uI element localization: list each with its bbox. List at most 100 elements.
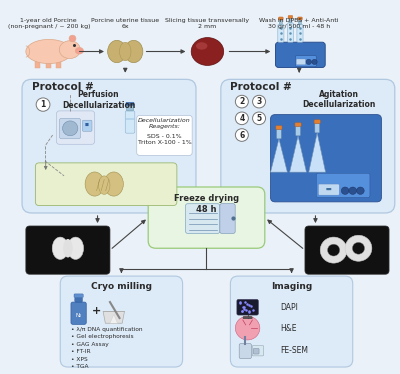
Text: Cryo milling: Cryo milling [91, 282, 152, 291]
Text: • GAG Assay: • GAG Assay [71, 342, 109, 347]
Text: Protocol #: Protocol # [230, 82, 292, 92]
Text: +: + [92, 306, 101, 316]
Text: 4: 4 [239, 114, 244, 123]
Text: Imaging: Imaging [271, 282, 312, 291]
Ellipse shape [196, 42, 208, 50]
Text: • FT-IR: • FT-IR [71, 349, 90, 354]
FancyBboxPatch shape [74, 294, 83, 298]
FancyBboxPatch shape [289, 18, 292, 23]
FancyBboxPatch shape [126, 102, 134, 105]
Circle shape [62, 121, 78, 136]
Text: 1-year old Porcine
(non-pregnant / ~ 200 kg): 1-year old Porcine (non-pregnant / ~ 200… [8, 18, 90, 29]
FancyBboxPatch shape [60, 118, 80, 139]
FancyBboxPatch shape [287, 23, 294, 42]
Circle shape [328, 244, 340, 256]
Polygon shape [103, 312, 124, 323]
Text: H&E: H&E [280, 324, 296, 332]
Ellipse shape [108, 40, 126, 62]
Text: FE-SEM: FE-SEM [280, 346, 308, 355]
Ellipse shape [124, 40, 143, 62]
Ellipse shape [52, 237, 68, 260]
FancyBboxPatch shape [277, 129, 281, 139]
Ellipse shape [63, 239, 73, 258]
FancyBboxPatch shape [26, 226, 110, 274]
FancyBboxPatch shape [296, 126, 300, 136]
FancyBboxPatch shape [137, 115, 192, 156]
Circle shape [320, 237, 347, 263]
Bar [35, 59, 40, 68]
FancyBboxPatch shape [56, 111, 95, 144]
Ellipse shape [104, 172, 123, 196]
Text: Protocol #: Protocol # [32, 82, 93, 92]
FancyBboxPatch shape [252, 346, 264, 356]
FancyBboxPatch shape [270, 114, 382, 202]
Text: Porcine uterine tissue
6x: Porcine uterine tissue 6x [91, 18, 159, 29]
FancyBboxPatch shape [278, 24, 284, 42]
Text: ■: ■ [85, 123, 89, 128]
FancyBboxPatch shape [239, 344, 252, 359]
Text: SDS - 0.1%
Triton X-100 - 1%: SDS - 0.1% Triton X-100 - 1% [138, 134, 192, 145]
Text: Perfusion
Decellularization: Perfusion Decellularization [62, 91, 135, 110]
Circle shape [36, 98, 50, 111]
FancyBboxPatch shape [298, 17, 302, 20]
FancyBboxPatch shape [243, 316, 252, 319]
Text: • XPS: • XPS [71, 357, 88, 362]
FancyBboxPatch shape [220, 204, 235, 233]
FancyBboxPatch shape [22, 79, 196, 213]
Circle shape [235, 316, 260, 340]
Bar [46, 59, 51, 68]
FancyBboxPatch shape [253, 349, 259, 354]
FancyBboxPatch shape [126, 105, 134, 111]
Circle shape [341, 187, 349, 194]
FancyBboxPatch shape [60, 276, 182, 367]
FancyBboxPatch shape [221, 79, 395, 213]
FancyBboxPatch shape [279, 20, 282, 24]
Circle shape [306, 59, 312, 64]
Circle shape [252, 112, 266, 125]
FancyBboxPatch shape [16, 1, 399, 373]
FancyBboxPatch shape [314, 120, 320, 123]
Text: Slicing tissue transversally
2 mm: Slicing tissue transversally 2 mm [165, 18, 250, 29]
Ellipse shape [59, 41, 80, 59]
FancyBboxPatch shape [276, 42, 325, 67]
FancyBboxPatch shape [295, 123, 301, 126]
Polygon shape [270, 139, 287, 172]
Text: • Gel electrophoresis: • Gel electrophoresis [71, 334, 134, 339]
Circle shape [235, 112, 248, 125]
Bar [56, 59, 61, 68]
FancyBboxPatch shape [297, 24, 303, 42]
Text: 1: 1 [40, 100, 46, 109]
Ellipse shape [120, 42, 131, 61]
FancyBboxPatch shape [288, 15, 293, 18]
FancyBboxPatch shape [36, 163, 177, 206]
FancyBboxPatch shape [278, 17, 283, 20]
Text: Freeze drying
48 h: Freeze drying 48 h [174, 194, 239, 214]
Circle shape [312, 59, 317, 64]
Ellipse shape [26, 39, 72, 64]
Polygon shape [290, 136, 306, 172]
FancyBboxPatch shape [318, 184, 339, 195]
Text: 2: 2 [239, 97, 244, 106]
Polygon shape [309, 133, 326, 172]
Text: 3: 3 [256, 97, 262, 106]
Ellipse shape [75, 47, 84, 54]
Text: • TGA: • TGA [71, 364, 88, 369]
FancyBboxPatch shape [148, 187, 265, 248]
Circle shape [352, 242, 364, 254]
Circle shape [235, 129, 248, 141]
FancyBboxPatch shape [305, 226, 389, 274]
FancyBboxPatch shape [237, 300, 258, 315]
Text: DAPI: DAPI [280, 303, 298, 312]
Circle shape [252, 95, 266, 108]
Text: • λ/π DNA quantification: • λ/π DNA quantification [71, 327, 142, 332]
Text: 6: 6 [239, 131, 244, 140]
Ellipse shape [98, 176, 110, 194]
Ellipse shape [191, 37, 224, 65]
FancyBboxPatch shape [82, 120, 92, 131]
FancyBboxPatch shape [296, 59, 306, 65]
FancyBboxPatch shape [295, 56, 316, 67]
Text: Wash in DPBS + Anti-Anti
30 gr/ 500 ml - 48 h: Wash in DPBS + Anti-Anti 30 gr/ 500 ml -… [260, 18, 339, 29]
FancyBboxPatch shape [276, 126, 282, 129]
FancyBboxPatch shape [315, 123, 320, 133]
Ellipse shape [69, 35, 76, 42]
